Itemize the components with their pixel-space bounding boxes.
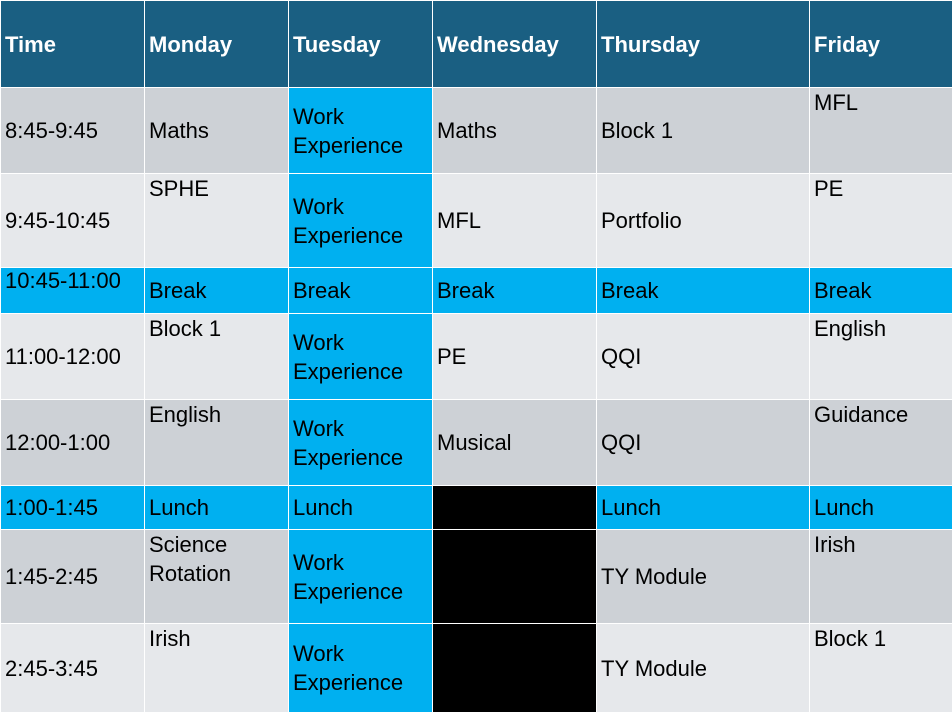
- monday-cell: Irish: [145, 624, 289, 713]
- tuesday-cell: Work Experience: [289, 400, 433, 486]
- monday-cell: Science Rotation: [145, 530, 289, 624]
- table-row: 10:45-11:00 Break Break Break Break Brea…: [1, 268, 952, 314]
- tuesday-cell: Work Experience: [289, 88, 433, 174]
- table-row: 1:00-1:45 Lunch Lunch Lunch Lunch: [1, 486, 952, 530]
- tuesday-cell: Work Experience: [289, 314, 433, 400]
- time-cell: 1:45-2:45: [1, 530, 145, 624]
- thursday-cell: Block 1: [597, 88, 810, 174]
- friday-cell: PE: [810, 174, 952, 268]
- time-cell: 9:45-10:45: [1, 174, 145, 268]
- monday-cell: Break: [145, 268, 289, 314]
- wednesday-blackout-cell: [433, 486, 597, 530]
- thursday-cell: TY Module: [597, 624, 810, 713]
- table-row: 9:45-10:45 SPHE Work Experience MFL Port…: [1, 174, 952, 268]
- thursday-cell: QQI: [597, 314, 810, 400]
- time-cell: 8:45-9:45: [1, 88, 145, 174]
- thursday-cell: Portfolio: [597, 174, 810, 268]
- wednesday-cell: Musical: [433, 400, 597, 486]
- friday-cell: Block 1: [810, 624, 952, 713]
- header-row: Time Monday Tuesday Wednesday Thursday F…: [1, 1, 952, 88]
- wednesday-blackout-cell: [433, 530, 597, 624]
- thursday-cell: Break: [597, 268, 810, 314]
- header-friday: Friday: [810, 1, 952, 88]
- time-cell: 12:00-1:00: [1, 400, 145, 486]
- monday-cell: Lunch: [145, 486, 289, 530]
- header-tuesday: Tuesday: [289, 1, 433, 88]
- friday-cell: Break: [810, 268, 952, 314]
- tuesday-cell: Break: [289, 268, 433, 314]
- table-row: 1:45-2:45 Science Rotation Work Experien…: [1, 530, 952, 624]
- time-cell: 11:00-12:00: [1, 314, 145, 400]
- header-time: Time: [1, 1, 145, 88]
- wednesday-cell: MFL: [433, 174, 597, 268]
- table-row: 11:00-12:00 Block 1 Work Experience PE Q…: [1, 314, 952, 400]
- tuesday-cell: Work Experience: [289, 530, 433, 624]
- friday-cell: Lunch: [810, 486, 952, 530]
- header-wednesday: Wednesday: [433, 1, 597, 88]
- friday-cell: English: [810, 314, 952, 400]
- thursday-cell: TY Module: [597, 530, 810, 624]
- time-cell: 10:45-11:00: [1, 268, 145, 314]
- wednesday-cell: PE: [433, 314, 597, 400]
- friday-cell: Irish: [810, 530, 952, 624]
- friday-cell: MFL: [810, 88, 952, 174]
- wednesday-blackout-cell: [433, 624, 597, 713]
- table-row: 2:45-3:45 Irish Work Experience TY Modul…: [1, 624, 952, 713]
- table-row: 8:45-9:45 Maths Work Experience Maths Bl…: [1, 88, 952, 174]
- monday-cell: Block 1: [145, 314, 289, 400]
- header-monday: Monday: [145, 1, 289, 88]
- tuesday-cell: Lunch: [289, 486, 433, 530]
- monday-cell: SPHE: [145, 174, 289, 268]
- tuesday-cell: Work Experience: [289, 624, 433, 713]
- friday-cell: Guidance: [810, 400, 952, 486]
- tuesday-cell: Work Experience: [289, 174, 433, 268]
- wednesday-cell: Break: [433, 268, 597, 314]
- thursday-cell: QQI: [597, 400, 810, 486]
- wednesday-cell: Maths: [433, 88, 597, 174]
- monday-cell: Maths: [145, 88, 289, 174]
- header-thursday: Thursday: [597, 1, 810, 88]
- time-cell: 1:00-1:45: [1, 486, 145, 530]
- monday-cell: English: [145, 400, 289, 486]
- thursday-cell: Lunch: [597, 486, 810, 530]
- table-row: 12:00-1:00 English Work Experience Music…: [1, 400, 952, 486]
- time-cell: 2:45-3:45: [1, 624, 145, 713]
